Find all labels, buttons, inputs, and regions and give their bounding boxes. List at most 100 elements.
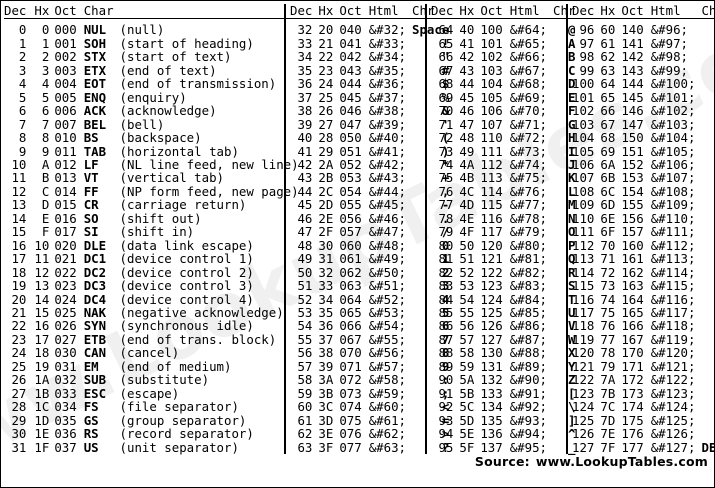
cell-character: y — [701, 360, 714, 373]
table-row: 112 70 160 &#112; p — [572, 237, 714, 253]
cell-dec: 4 — [18, 76, 27, 92]
cell-oct: 104 — [480, 76, 503, 92]
cell-dec: 45 — [297, 197, 313, 213]
table-body-2: 64 40 100 &#64; @65 41 101 &#65; A 66 42 102 &#66; B 6… — [431, 19, 577, 454]
cell-dec: 67 — [438, 62, 454, 78]
table-row: 121 79 171 &#121; y — [572, 358, 714, 374]
cell-html-entity: &#93; — [509, 412, 548, 428]
table-row: 29 1D 035 GS (group separator) — [4, 412, 299, 428]
table-row: 118 76 166 &#118; v — [572, 318, 714, 334]
cell-character: R — [567, 264, 576, 280]
cell-character: 6 — [441, 318, 450, 334]
cell-html-entity: &#88; — [509, 345, 548, 361]
cell-html-entity: &#59; — [368, 385, 407, 401]
cell-hex: 4D — [459, 197, 475, 213]
cell-dec: 98 — [579, 49, 595, 65]
cell-oct: 160 — [621, 237, 644, 253]
cell-oct: 165 — [621, 304, 644, 320]
cell-html-entity: &#97; — [650, 35, 689, 51]
cell-html-entity: &#76; — [509, 183, 548, 199]
table-row: 103 67 147 &#103; g — [572, 116, 714, 132]
ascii-table: Dec Hx Oct Char 0 0 000 NUL (null) 1 1 001 SOH (s… — [1, 1, 714, 454]
ascii-subtable-3: Dec Hx Oct Html Chr 96 60 140 &#96; ` 97 61 141… — [572, 4, 714, 455]
cell-hex: 79 — [600, 358, 616, 374]
table-row: 45 2D 055 &#45; - — [290, 197, 451, 213]
table-row: 3 3 003 ETX (end of text) — [4, 63, 299, 77]
cell-html-entity: &#47; — [368, 224, 407, 240]
cell-oct: 033 — [54, 385, 77, 401]
cell-hex: 5 — [41, 89, 50, 105]
cell-dec: 65 — [438, 35, 454, 51]
cell-hex: 71 — [600, 251, 616, 267]
cell-hex: 73 — [600, 278, 616, 294]
cell-description: (carriage return) — [119, 197, 247, 213]
cell-character: Space — [412, 22, 450, 38]
cell-html-entity: &#118; — [650, 318, 696, 334]
cell-html-entity: &#79; — [509, 224, 548, 240]
cell-character: a — [701, 37, 714, 50]
cell-hex: 37 — [318, 331, 334, 347]
cell-oct: 024 — [54, 291, 77, 307]
table-row: 127 7F 177 &#127; DEL — [572, 439, 714, 455]
cell-character: ( — [441, 130, 450, 146]
cell-character: ^ — [567, 426, 576, 442]
cell-hex: 59 — [459, 358, 475, 374]
table-row: 60 3C 074 &#60; < — [290, 400, 451, 414]
cell-hex: 60 — [600, 22, 616, 38]
cell-character: q — [701, 252, 714, 265]
cell-dec: 78 — [438, 210, 454, 226]
cell-oct: 067 — [339, 331, 362, 347]
cell-hex: 1 — [41, 35, 50, 51]
cell-oct: 056 — [339, 210, 362, 226]
cell-description: (NL line feed, new line) — [119, 156, 299, 172]
cell-dec: 99 — [579, 62, 595, 78]
cell-oct: 173 — [621, 385, 644, 401]
table-row: 13 D 015 CR (carriage return) — [4, 197, 299, 213]
cell-oct: 025 — [54, 304, 77, 320]
table-row: 6 6 006 ACK (acknowledge) — [4, 104, 299, 118]
cell-oct: 111 — [480, 143, 503, 159]
cell-character: & — [441, 103, 450, 119]
table-row: 105 69 151 &#105; i — [572, 144, 714, 158]
cell-dec: 124 — [572, 399, 595, 415]
cell-dec: 92 — [438, 399, 454, 415]
cell-description: (shift in) — [119, 224, 195, 240]
cell-hex: D — [41, 197, 50, 213]
cell-html-entity: &#96; — [650, 22, 689, 38]
table-row: 50 32 062 &#50; 2 — [290, 265, 451, 279]
cell-dec: 86 — [438, 318, 454, 334]
cell-hex: 18 — [34, 345, 50, 361]
cell-dec: 49 — [297, 251, 313, 267]
cell-character: s — [701, 279, 714, 292]
table-row: 28 1C 034 FS (file separator) — [4, 400, 299, 414]
cell-dec: 121 — [572, 358, 595, 374]
cell-character: l — [701, 185, 714, 198]
cell-hex: 51 — [459, 251, 475, 267]
cell-hex: 7F — [600, 439, 616, 455]
table-row: 72 48 110 &#72; H — [431, 131, 577, 145]
cell-html-entity: &#87; — [509, 331, 548, 347]
table-row: 111 6F 157 &#111; o — [572, 225, 714, 239]
cell-character: + — [441, 170, 450, 186]
cell-char-name: DLE — [83, 237, 107, 253]
cell-oct: 041 — [339, 35, 362, 51]
cell-oct: 015 — [54, 197, 77, 213]
cell-dec: 29 — [11, 412, 27, 428]
cell-oct: 070 — [339, 345, 362, 361]
cell-html-entity: &#103; — [650, 116, 696, 132]
cell-description: (unit separator) — [119, 439, 239, 455]
cell-html-entity: &#33; — [368, 35, 407, 51]
cell-hex: 2A — [318, 156, 334, 172]
table-row: 116 74 164 &#116; t — [572, 292, 714, 306]
cell-hex: 21 — [318, 35, 334, 51]
table-row: 27 1B 033 ESC (escape) — [4, 385, 299, 401]
cell-html-entity: &#91; — [509, 385, 548, 401]
cell-html-entity: &#110; — [650, 210, 696, 226]
cell-hex: 2C — [318, 183, 334, 199]
cell-oct: 147 — [621, 116, 644, 132]
cell-description: (group separator) — [119, 412, 247, 428]
cell-char-name: DC3 — [83, 278, 107, 294]
cell-html-entity: &#49; — [368, 251, 407, 267]
cell-character: - — [441, 197, 450, 213]
cell-hex: 56 — [459, 318, 475, 334]
